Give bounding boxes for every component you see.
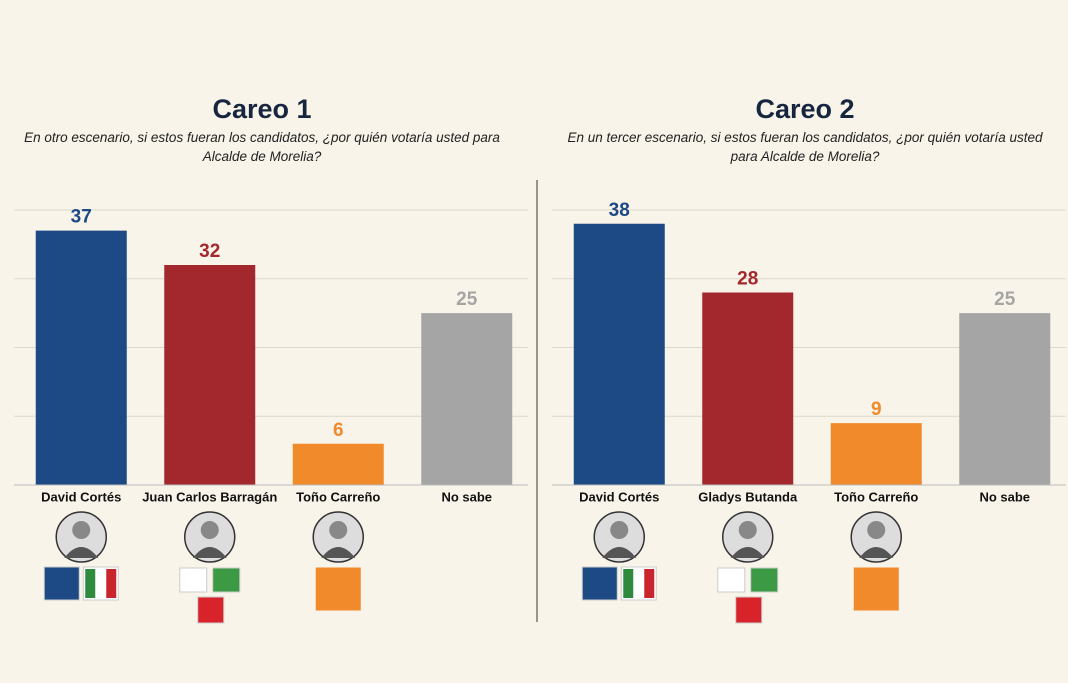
category-label: Toño Carreño (834, 489, 918, 504)
photo-head (329, 521, 348, 539)
value-label: 37 (71, 207, 92, 228)
photo-body (64, 547, 99, 558)
category-label: Toño Carreño (296, 489, 380, 504)
value-label: 25 (456, 289, 478, 310)
pri-green (623, 569, 634, 598)
bar (959, 313, 1051, 485)
photo-head (72, 521, 91, 539)
pri-red (644, 569, 655, 598)
party-logo (43, 566, 80, 601)
party-logo (212, 567, 241, 593)
category-label: David Cortés (41, 489, 121, 504)
chart-title: Careo 1 (212, 94, 312, 124)
party-logo (853, 567, 899, 611)
value-label: 28 (737, 269, 758, 290)
bar (573, 223, 665, 485)
value-label: 25 (994, 289, 1016, 310)
photo-head (867, 521, 886, 539)
photo-body (730, 547, 765, 558)
photo-body (859, 547, 894, 558)
category-label: Juan Carlos Barragán (142, 489, 277, 504)
value-label: 32 (199, 241, 220, 262)
party-logo (315, 567, 361, 611)
chart-subtitle: En otro escenario, si estos fueran los c… (24, 130, 500, 164)
photo-head (738, 521, 757, 539)
photo-body (192, 547, 227, 558)
value-label: 38 (609, 200, 630, 221)
category-label: Gladys Butanda (698, 489, 798, 504)
party-logo (750, 567, 779, 593)
chart-subtitle: En un tercer escenario, si estos fueran … (567, 130, 1043, 164)
party-logo (581, 566, 618, 601)
party-logo (197, 596, 225, 624)
party-logo (717, 567, 746, 593)
photo-body (602, 547, 637, 558)
pri-green (85, 569, 96, 598)
bar (702, 292, 794, 485)
bar (292, 443, 384, 485)
category-label: No sabe (979, 489, 1030, 504)
category-label: No sabe (441, 489, 492, 504)
bar (830, 423, 922, 485)
photo-head (200, 521, 219, 539)
party-logo (179, 567, 208, 593)
value-label: 6 (333, 420, 344, 441)
photo-head (610, 521, 629, 539)
pri-red (106, 569, 117, 598)
value-label: 9 (871, 399, 882, 420)
bar (35, 230, 127, 485)
bar (421, 313, 513, 485)
category-label: David Cortés (579, 489, 659, 504)
photo-body (321, 547, 356, 558)
chart-title: Careo 2 (755, 94, 855, 124)
bar (164, 265, 256, 485)
party-logo (735, 596, 763, 624)
